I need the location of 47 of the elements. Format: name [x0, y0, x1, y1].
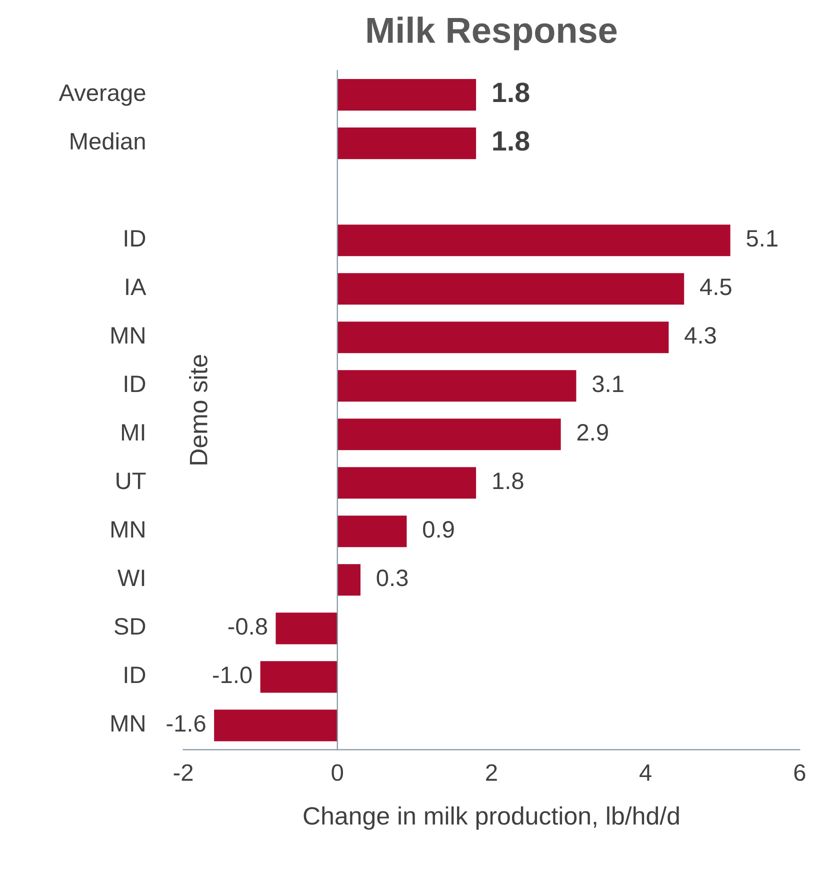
data-label: 1.8: [493, 131, 530, 151]
bar: [276, 612, 338, 644]
x-axis-title: Change in milk production, lb/hd/d: [304, 806, 679, 830]
data-label: 3.1: [592, 375, 624, 392]
bar: [214, 710, 338, 742]
data-label: 5.1: [746, 230, 778, 247]
bar: [337, 322, 669, 354]
data-label: 0.3: [376, 570, 408, 586]
data-label: 1.8: [493, 82, 530, 102]
x-tick-label: -2: [174, 764, 193, 781]
data-label: -0.8: [228, 618, 267, 635]
data-label: 2.9: [577, 424, 608, 441]
y-tick-label: SD: [114, 618, 146, 635]
data-label: -1.6: [166, 715, 206, 732]
x-tick-label: 2: [486, 764, 497, 781]
data-label: 0.9: [423, 521, 454, 538]
data-label: -1.0: [212, 666, 252, 684]
bar: [337, 467, 476, 499]
bar: [260, 661, 338, 693]
chart-title: Milk Response: [367, 16, 617, 50]
y-tick-label: MN: [111, 327, 144, 344]
x-tick-label: 0: [332, 764, 344, 781]
data-label: 4.5: [700, 278, 732, 296]
x-tick-label: 6: [794, 764, 806, 781]
bar: [337, 516, 407, 548]
y-tick-label: IA: [126, 278, 146, 295]
data-label: 1.8: [493, 472, 524, 490]
y-tick-label: ID: [124, 376, 146, 392]
bar: [337, 224, 730, 256]
bar: [337, 564, 360, 596]
y-tick-label: ID: [124, 230, 146, 246]
bar: [337, 79, 476, 111]
x-tick-label: 4: [640, 764, 652, 781]
y-tick-label: MN: [111, 715, 144, 732]
y-tick-label: ID: [124, 666, 146, 684]
y-axis-title: Demo site: [189, 354, 208, 464]
y-tick-label: MN: [111, 521, 144, 538]
y-tick-label: UT: [116, 472, 146, 490]
data-label: 4.3: [684, 326, 716, 344]
bar: [337, 128, 476, 160]
y-tick-label: Median: [70, 132, 145, 150]
bar: [337, 273, 684, 305]
bar: [337, 370, 576, 402]
y-tick-label: MI: [122, 424, 144, 440]
y-tick-label: WI: [118, 570, 144, 586]
y-tick-label: Average: [58, 84, 146, 106]
bar: [337, 418, 561, 450]
